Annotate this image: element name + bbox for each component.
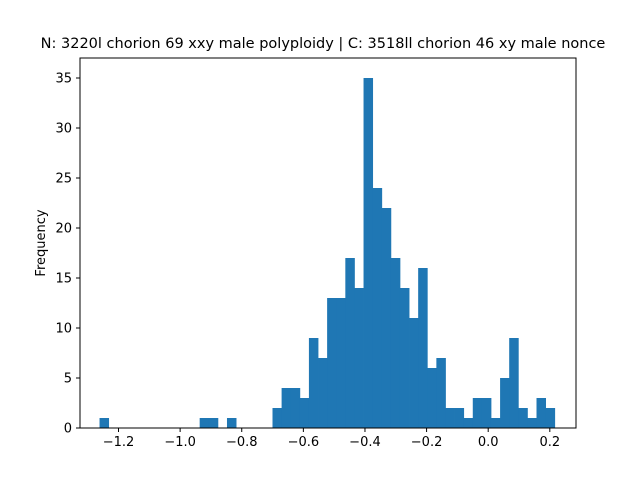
histogram-bar bbox=[518, 408, 528, 428]
x-tick-label: −0.2 bbox=[411, 435, 443, 450]
histogram-bar bbox=[545, 408, 556, 428]
y-tick-label: 25 bbox=[55, 172, 72, 187]
histogram-bar bbox=[445, 408, 455, 428]
x-tick-label: 0.0 bbox=[478, 435, 499, 450]
y-tick-label: 35 bbox=[55, 72, 72, 87]
x-tick-label: −1.2 bbox=[103, 435, 135, 450]
histogram-bar bbox=[372, 188, 383, 428]
y-tick-label: 15 bbox=[55, 272, 72, 287]
y-axis: 0 5 10 15 20 25 30 35 bbox=[55, 72, 80, 437]
x-tick-label: −1.0 bbox=[164, 435, 196, 450]
histogram-bar bbox=[345, 258, 355, 428]
y-tick-label: 20 bbox=[55, 222, 72, 237]
x-tick-label: 0.2 bbox=[539, 435, 560, 450]
histogram-bar bbox=[290, 388, 301, 428]
histogram-bar bbox=[454, 408, 465, 428]
histogram-bar bbox=[299, 398, 310, 428]
histogram-bar bbox=[427, 368, 437, 428]
histogram-bar bbox=[327, 298, 337, 428]
histogram-bar bbox=[527, 418, 537, 428]
chart-title: N: 3220l chorion 69 xxy male polyploidy … bbox=[41, 36, 606, 52]
histogram-bar bbox=[418, 268, 428, 428]
histogram-bar bbox=[308, 338, 319, 428]
x-axis: −1.2 −1.0 −0.8 −0.6 −0.4 −0.2 0.0 0.2 bbox=[103, 428, 560, 450]
histogram-bar bbox=[536, 398, 547, 428]
histogram-bar bbox=[318, 358, 328, 428]
histogram-bar bbox=[490, 418, 501, 428]
y-axis-label: Frequency bbox=[34, 209, 49, 276]
y-tick-label: 0 bbox=[64, 422, 72, 437]
histogram-bar bbox=[509, 338, 519, 428]
histogram-bar bbox=[472, 398, 483, 428]
histogram-bar bbox=[208, 418, 219, 428]
histogram-bar bbox=[363, 78, 374, 428]
bars-group bbox=[99, 78, 556, 428]
histogram-bar bbox=[390, 258, 401, 428]
histogram-bar bbox=[463, 418, 474, 428]
x-tick-label: −0.6 bbox=[288, 435, 320, 450]
histogram-bar bbox=[99, 418, 110, 428]
histogram-bar bbox=[336, 298, 346, 428]
histogram-bar bbox=[399, 288, 410, 428]
histogram-bar bbox=[409, 318, 419, 428]
histogram-bar bbox=[354, 288, 364, 428]
histogram-bar bbox=[281, 388, 292, 428]
y-tick-label: 5 bbox=[64, 372, 72, 387]
plot-frame bbox=[79, 57, 577, 429]
histogram-bar bbox=[481, 398, 492, 428]
y-tick-label: 30 bbox=[55, 122, 72, 137]
y-tick-label: 10 bbox=[55, 322, 72, 337]
histogram-bar bbox=[436, 358, 446, 428]
histogram-bar bbox=[500, 378, 510, 428]
histogram-bar bbox=[272, 408, 283, 428]
histogram-bar bbox=[199, 418, 210, 428]
x-tick-label: −0.8 bbox=[226, 435, 258, 450]
x-tick-label: −0.4 bbox=[349, 435, 381, 450]
histogram-bar bbox=[381, 208, 392, 428]
histogram-bar bbox=[226, 418, 237, 428]
